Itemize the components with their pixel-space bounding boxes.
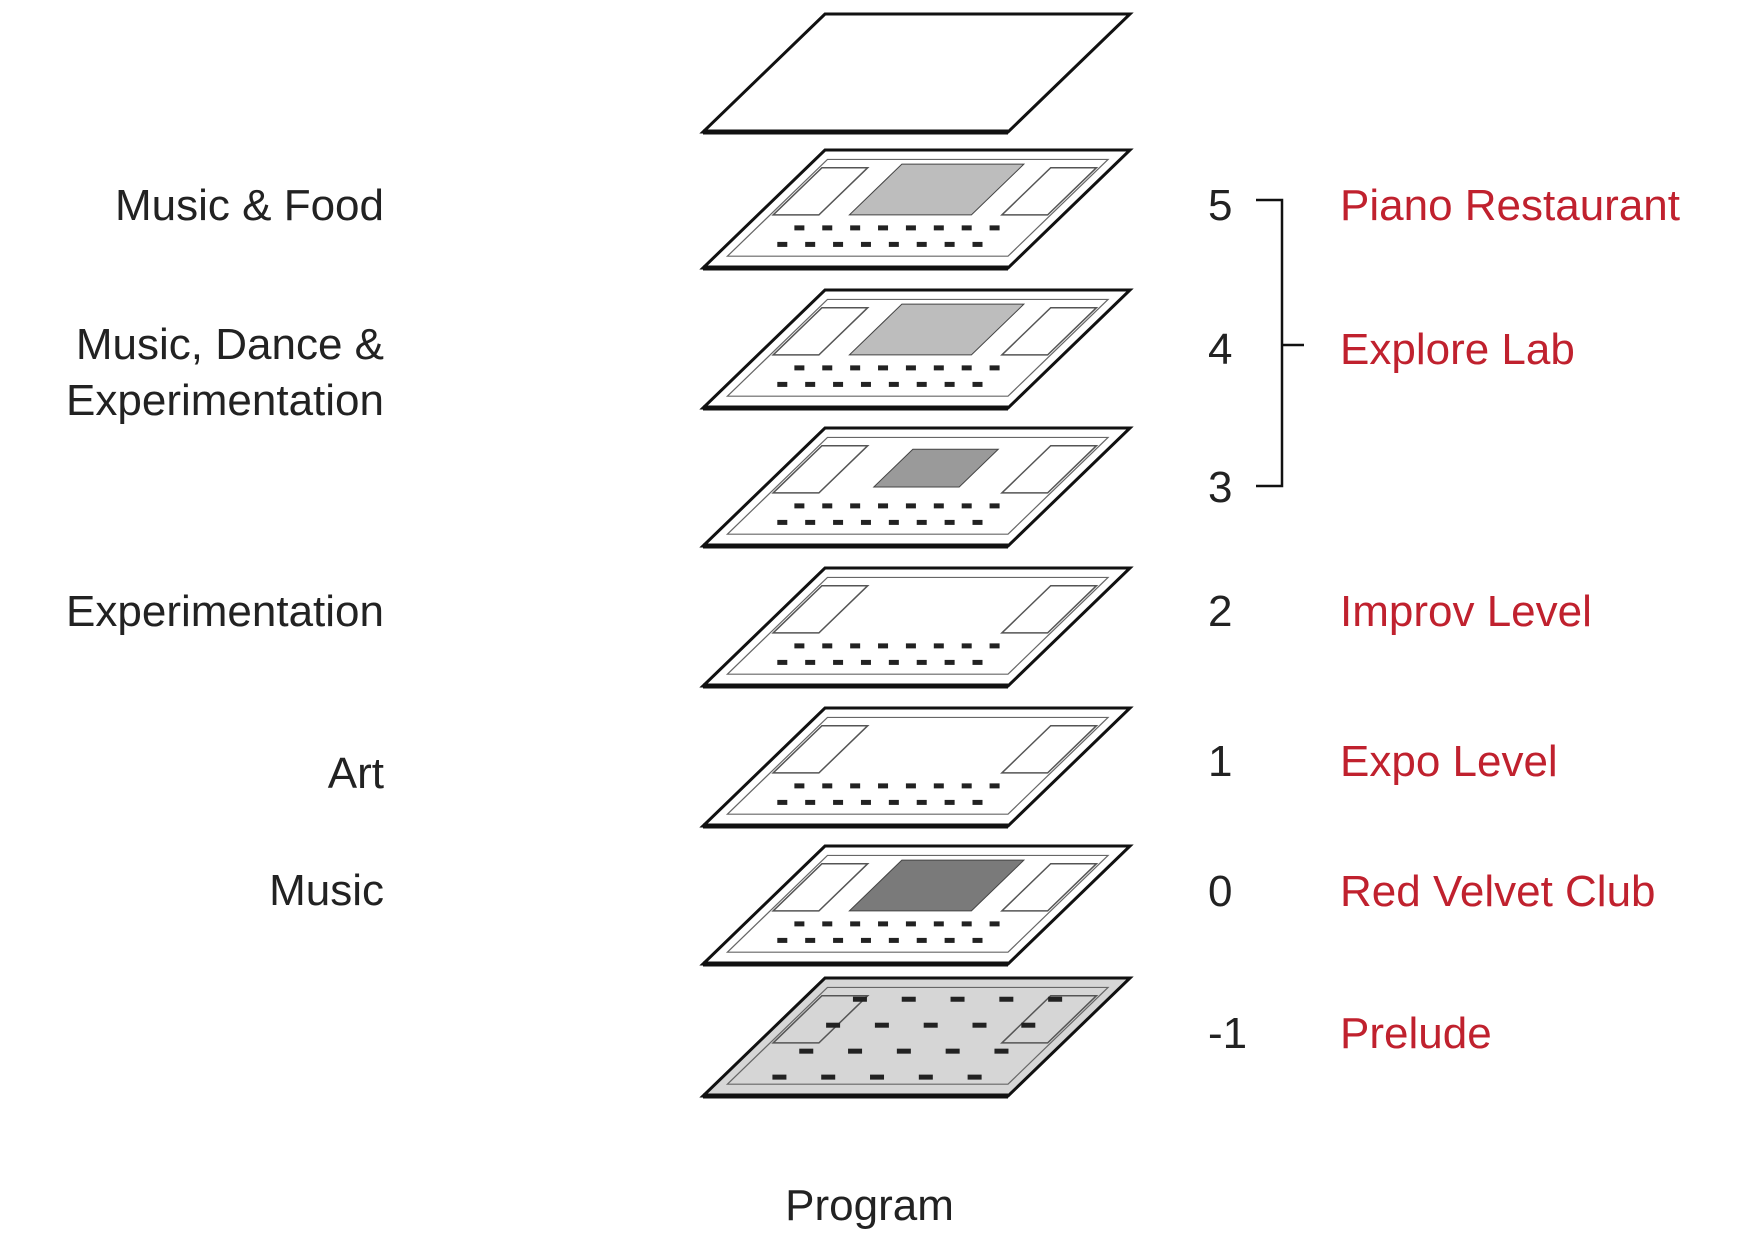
floor-number-minus-1: -1: [1208, 1009, 1248, 1058]
floor-number-2: 2: [1208, 587, 1233, 636]
floor-plate: [699, 844, 1134, 967]
floor-plate: [699, 976, 1134, 1099]
floor-name-5: Piano Restaurant: [1340, 181, 1680, 230]
floor-name-0: Red Velvet Club: [1340, 867, 1656, 916]
category-label-floor-1: Art: [327, 749, 384, 798]
floor-plate: [699, 148, 1134, 271]
floor-number-1: 1: [1208, 737, 1233, 786]
category-label-floor-4: Music, Dance & Experimentation: [66, 320, 384, 425]
floor-name-1: Expo Level: [1340, 737, 1558, 786]
floor-number-4: 4: [1208, 325, 1233, 374]
floor-bracket: [1256, 198, 1284, 488]
category-label-floor-2: Experimentation: [66, 587, 384, 636]
floor-number-3: 3: [1208, 463, 1233, 512]
floor-name-2: Improv Level: [1340, 587, 1592, 636]
floor-plate: [699, 288, 1134, 411]
floor-name-minus-1: Prelude: [1340, 1009, 1492, 1058]
floor-name-4: Explore Lab: [1340, 325, 1575, 374]
floor-plate: [699, 566, 1134, 689]
category-label-floor-0: Music: [269, 866, 384, 915]
floor-number-5: 5: [1208, 181, 1233, 230]
floor-plate: [699, 426, 1134, 549]
floor-number-0: 0: [1208, 867, 1233, 916]
floor-plate: [699, 706, 1134, 829]
diagram-caption: Program: [785, 1181, 954, 1230]
category-label-floor-5: Music & Food: [115, 181, 384, 230]
floor-plate: [699, 12, 1134, 135]
